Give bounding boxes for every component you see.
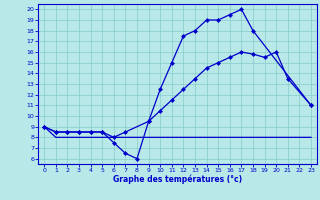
- X-axis label: Graphe des températures (°c): Graphe des températures (°c): [113, 175, 242, 184]
